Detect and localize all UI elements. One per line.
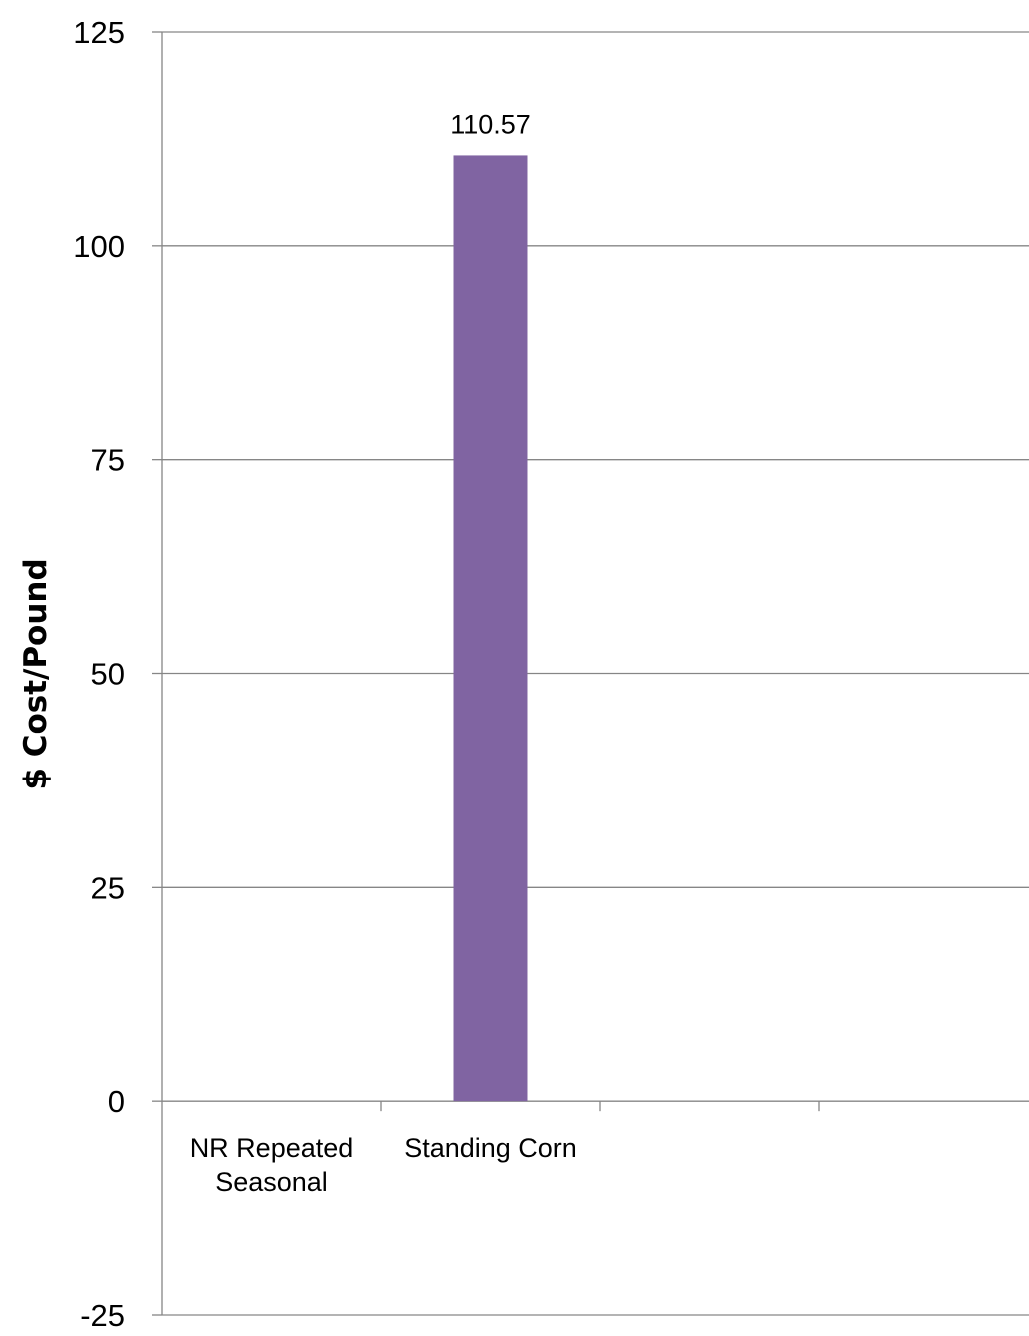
y-tick-label: -25 — [80, 1298, 125, 1333]
y-tick-label: 75 — [91, 443, 125, 478]
data-label: 110.57 — [450, 109, 531, 139]
bar — [453, 155, 528, 1102]
x-tick-label: Standing Corn — [404, 1133, 577, 1163]
y-tick-label: 50 — [91, 657, 125, 692]
y-tick-label: 0 — [108, 1084, 125, 1119]
x-tick-label: NR Repeated Seasonal — [190, 1133, 354, 1197]
y-tick-label: 25 — [91, 870, 125, 905]
labels: 125 100 75 50 25 0 -25 110.57 NR Repeated Seasona… — [73, 15, 577, 1333]
y-tick-label: 100 — [73, 229, 125, 264]
y-axis-title: $ Cost/Pound — [18, 558, 54, 789]
bars — [453, 155, 528, 1102]
axes — [152, 31, 1029, 1316]
gridlines — [162, 31, 1029, 1316]
y-tick-label: 125 — [73, 15, 125, 50]
